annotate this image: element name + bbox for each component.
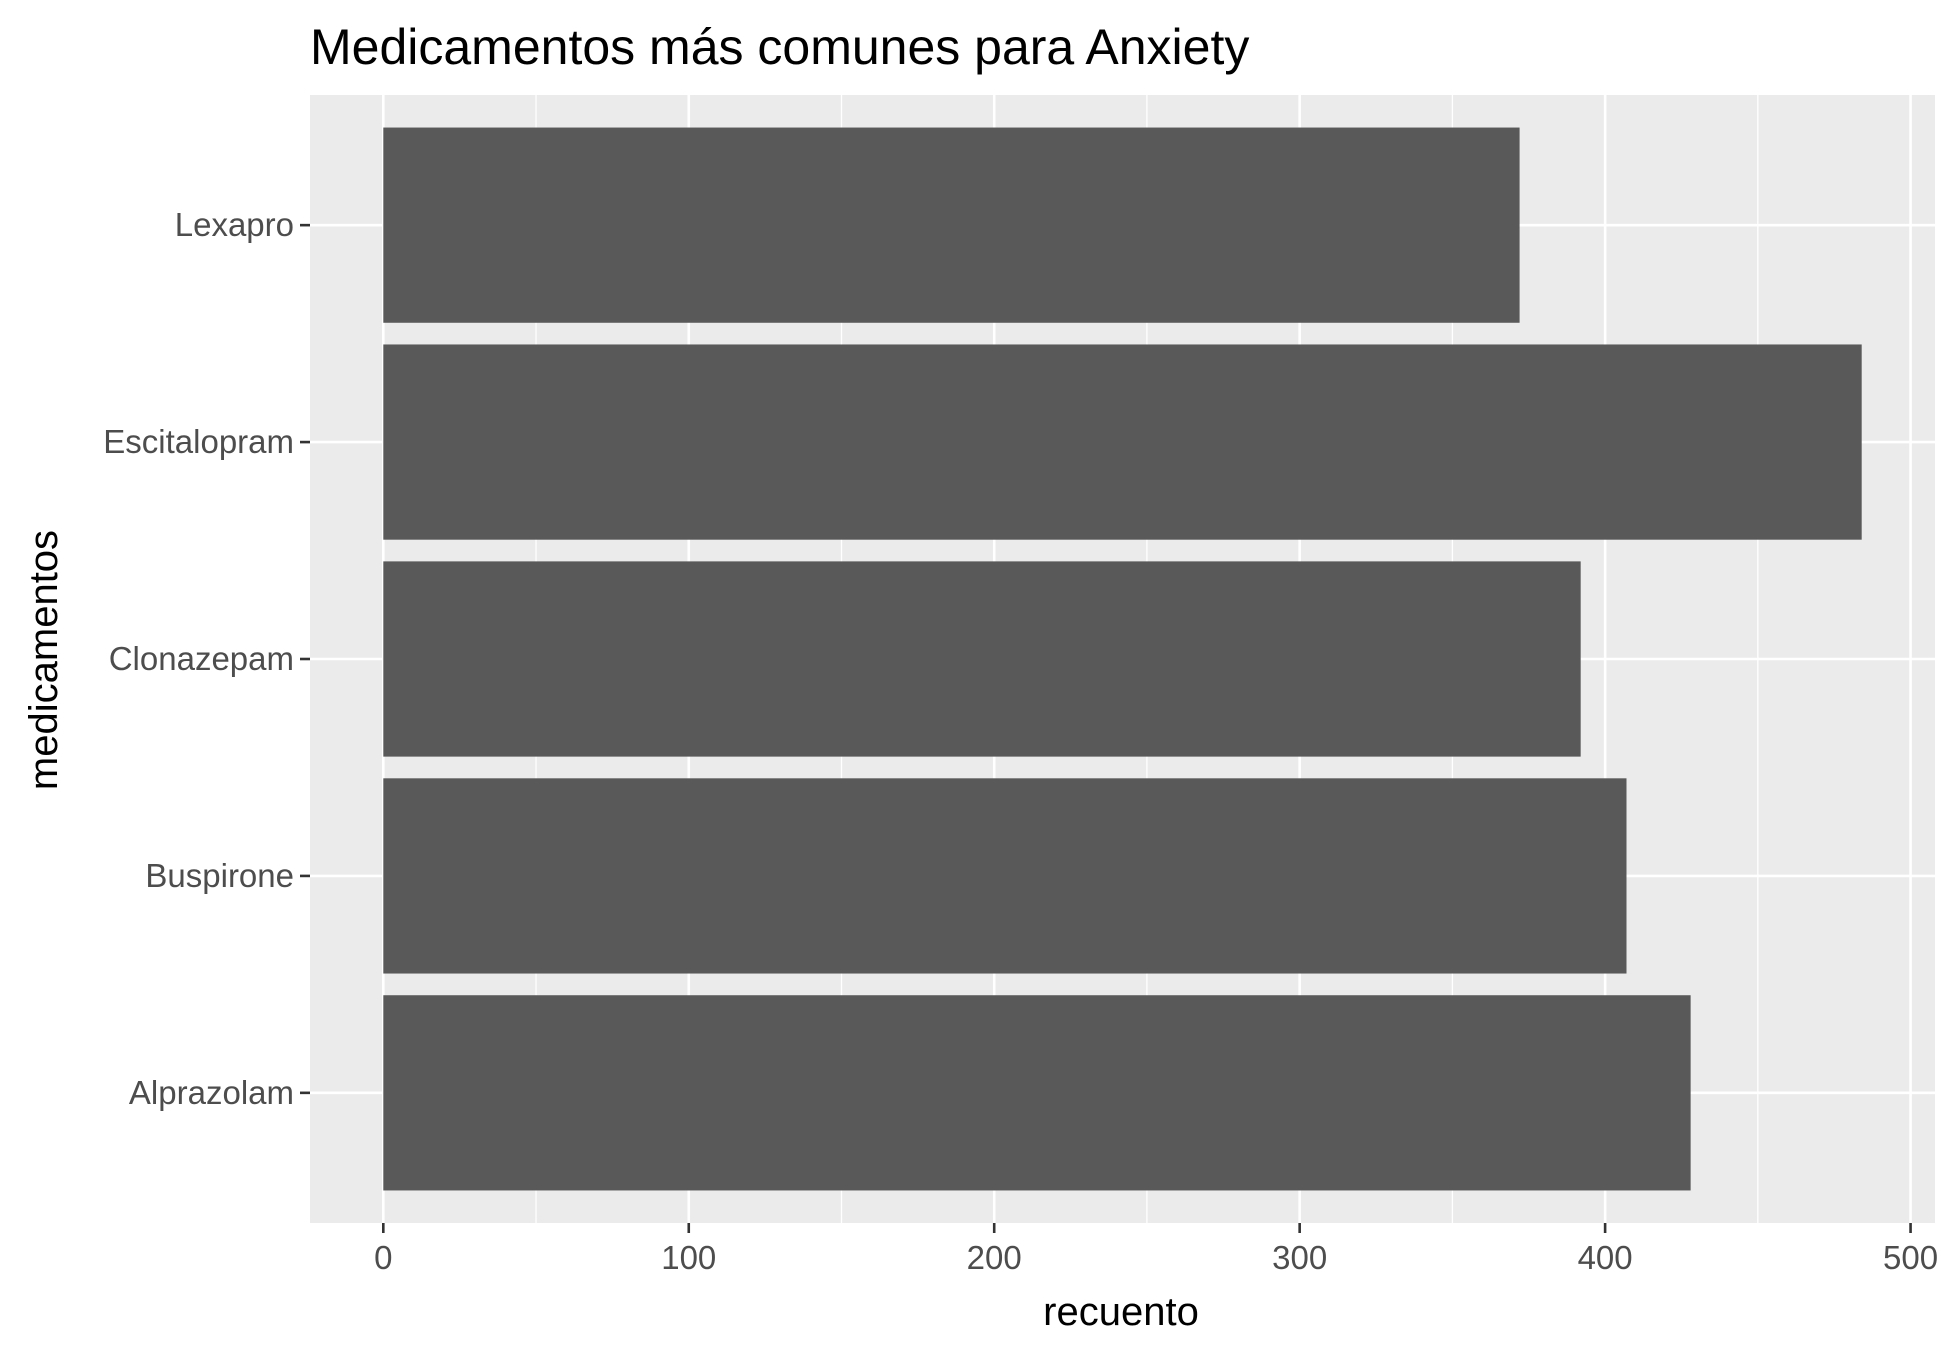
y-axis-title: medicamentos (22, 530, 66, 790)
y-tick-label: Buspirone (145, 857, 294, 894)
x-tick-label: 200 (967, 1239, 1022, 1276)
x-tick-label: 500 (1883, 1239, 1938, 1276)
x-tick-label: 0 (374, 1239, 392, 1276)
x-tick-label: 400 (1578, 1239, 1633, 1276)
y-tick-label: Alprazolam (129, 1074, 294, 1111)
bar-buspirone (383, 778, 1627, 974)
bar-lexapro (383, 127, 1520, 323)
x-axis-title: recuento (1043, 1290, 1199, 1334)
x-tick-label: 100 (661, 1239, 716, 1276)
x-tick-label: 300 (1272, 1239, 1327, 1276)
x-axis: 0 100 200 300 400 500 (374, 1223, 1938, 1276)
bar-alprazolam (383, 995, 1691, 1191)
y-tick-label: Escitalopram (103, 423, 294, 460)
y-axis: Alprazolam Buspirone Clonazepam Escitalopra… (103, 206, 310, 1111)
chart-title: Medicamentos más comunes para Anxiety (310, 19, 1249, 75)
y-tick-label: Lexapro (175, 206, 294, 243)
y-tick-label: Clonazepam (109, 640, 294, 677)
bar-escitalopram (383, 344, 1862, 540)
bars (383, 127, 1862, 1191)
bar-clonazepam (383, 561, 1581, 757)
